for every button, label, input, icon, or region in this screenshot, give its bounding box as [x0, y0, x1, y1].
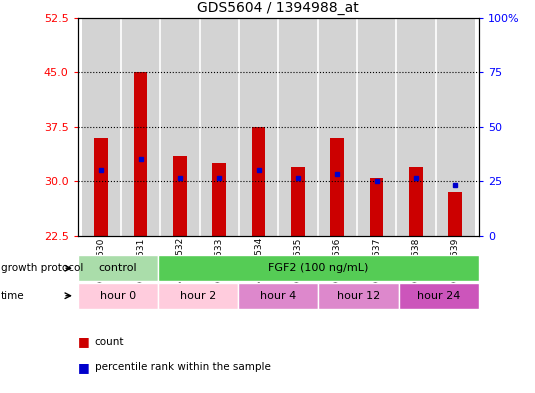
Bar [200, 18, 239, 236]
Bar [212, 163, 226, 236]
Text: hour 12: hour 12 [337, 291, 380, 301]
Bar [291, 167, 305, 236]
Bar [160, 18, 200, 236]
Bar [134, 72, 148, 236]
Text: FGF2 (100 ng/mL): FGF2 (100 ng/mL) [268, 263, 369, 273]
Bar [81, 18, 121, 236]
Bar [78, 255, 158, 281]
Bar [448, 192, 462, 236]
Text: hour 0: hour 0 [100, 291, 136, 301]
Bar [78, 283, 158, 309]
Bar [278, 18, 318, 236]
Bar [357, 18, 396, 236]
Text: count: count [95, 337, 124, 347]
Bar [121, 18, 160, 236]
Text: hour 4: hour 4 [260, 291, 296, 301]
Text: hour 24: hour 24 [417, 291, 461, 301]
Bar [239, 18, 278, 236]
Bar [173, 156, 187, 236]
Text: control: control [98, 263, 137, 273]
Bar [396, 18, 435, 236]
Bar [238, 283, 318, 309]
Bar [251, 127, 265, 236]
Text: ■: ■ [78, 361, 89, 374]
Text: ■: ■ [78, 335, 89, 349]
Text: time: time [1, 291, 25, 301]
Bar [318, 283, 399, 309]
Bar [318, 18, 357, 236]
Text: growth protocol: growth protocol [1, 263, 83, 273]
Bar [158, 283, 238, 309]
Text: percentile rank within the sample: percentile rank within the sample [95, 362, 271, 373]
Bar [330, 138, 344, 236]
Bar [158, 255, 479, 281]
Bar [435, 18, 475, 236]
Text: hour 2: hour 2 [180, 291, 216, 301]
Bar [399, 283, 479, 309]
Bar [94, 138, 108, 236]
Title: GDS5604 / 1394988_at: GDS5604 / 1394988_at [197, 1, 359, 15]
Bar [409, 167, 423, 236]
Bar [370, 178, 384, 236]
